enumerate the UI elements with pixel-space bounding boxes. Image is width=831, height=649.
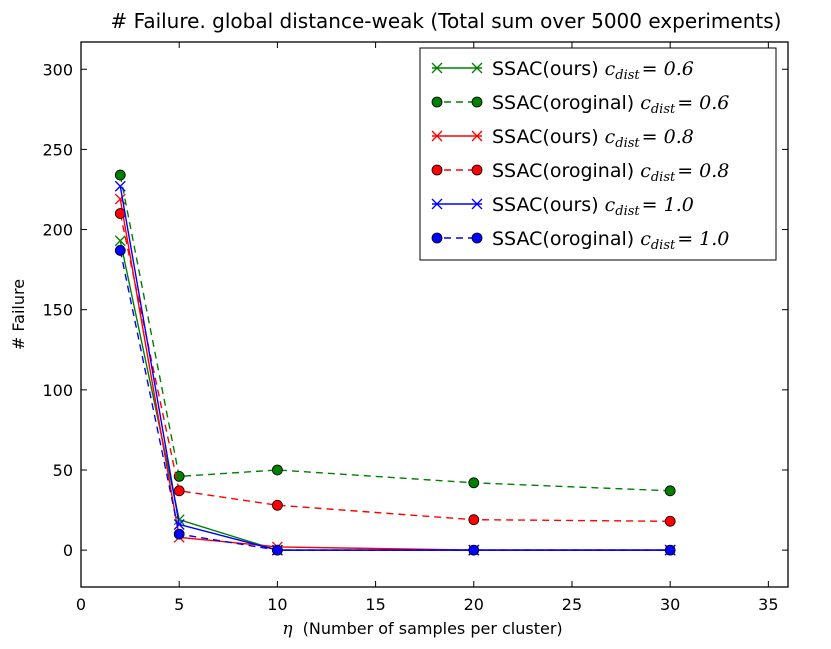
series-5 — [114, 244, 676, 556]
x-tick-label: 35 — [758, 595, 778, 614]
y-tick-label: 50 — [53, 461, 73, 480]
data-point — [664, 544, 676, 556]
legend-entry-3: SSAC(oroginal) cdist = 0.8 — [431, 160, 729, 185]
x-tick-label: 20 — [464, 595, 484, 614]
legend-marker — [431, 96, 443, 108]
y-tick-label: 0 — [63, 541, 73, 560]
legend-marker — [471, 164, 483, 176]
legend-label: SSAC(ours) cdist = 0.8 — [492, 126, 694, 151]
data-point — [114, 235, 126, 247]
legend-label: SSAC(oroginal) cdist = 0.6 — [492, 92, 729, 117]
chart-title: # Failure. global distance-weak (Total s… — [111, 9, 782, 33]
data-point — [173, 485, 185, 497]
legend-box — [419, 47, 777, 261]
legend-marker — [431, 198, 443, 210]
x-tick-label: 10 — [267, 595, 287, 614]
data-point — [468, 477, 480, 489]
x-tick-label: 5 — [174, 595, 184, 614]
x-tick-label: 30 — [660, 595, 680, 614]
legend-entry-5: SSAC(oroginal) cdist = 1.0 — [431, 228, 729, 253]
x-tick-label: 25 — [562, 595, 582, 614]
data-point — [114, 244, 126, 256]
legend-entry-4: SSAC(ours) cdist = 1.0 — [431, 194, 694, 219]
legend: SSAC(ours) cdist = 0.6 SSAC(oroginal) cdist =… — [419, 47, 777, 261]
legend-marker — [471, 96, 483, 108]
legend-entry-2: SSAC(ours) cdist = 0.8 — [431, 126, 694, 151]
data-point — [114, 180, 126, 192]
data-point — [173, 528, 185, 540]
y-tick-label: 150 — [42, 301, 73, 320]
x-tick-label: 0 — [76, 595, 86, 614]
legend-entry-1: SSAC(oroginal) cdist = 0.6 — [431, 92, 729, 117]
x-axis-symbol: η — [282, 619, 293, 639]
y-axis-label: # Failure — [9, 279, 28, 350]
legend-marker — [431, 164, 443, 176]
legend-marker — [471, 130, 483, 142]
series-3 — [114, 208, 676, 527]
legend-label: SSAC(ours) cdist = 0.6 — [492, 58, 694, 83]
y-tick-label: 100 — [42, 381, 73, 400]
series-0 — [114, 235, 676, 556]
series-line-5 — [119, 250, 671, 551]
data-point — [173, 470, 185, 482]
y-tick-label: 250 — [42, 140, 73, 159]
plot-area — [80, 41, 789, 588]
legend-marker — [471, 198, 483, 210]
legend-marker — [471, 62, 483, 74]
series-1 — [114, 169, 676, 497]
data-point — [468, 514, 480, 526]
x-axis-text: (Number of samples per cluster) — [303, 619, 563, 638]
data-point — [664, 515, 676, 527]
legend-marker — [431, 130, 443, 142]
legend-marker — [431, 232, 443, 244]
legend-entry-0: SSAC(ours) cdist = 0.6 — [431, 58, 694, 83]
x-tick-label: 15 — [365, 595, 385, 614]
data-point — [271, 499, 283, 511]
x-axis-label: η (Number of samples per cluster) — [282, 619, 562, 639]
series-line-1 — [119, 174, 671, 492]
y-tick-label: 200 — [42, 221, 73, 240]
data-point — [114, 169, 126, 181]
data-point — [664, 485, 676, 497]
data-point — [271, 544, 283, 556]
legend-marker — [471, 232, 483, 244]
legend-label: SSAC(ours) cdist = 1.0 — [492, 194, 694, 219]
legend-marker — [431, 62, 443, 74]
legend-label: SSAC(oroginal) cdist = 1.0 — [492, 228, 729, 253]
legend-label: SSAC(oroginal) cdist = 0.8 — [492, 160, 729, 185]
series-line-0 — [119, 240, 671, 551]
data-point — [271, 464, 283, 476]
data-point — [468, 544, 480, 556]
y-tick-label: 300 — [42, 60, 73, 79]
